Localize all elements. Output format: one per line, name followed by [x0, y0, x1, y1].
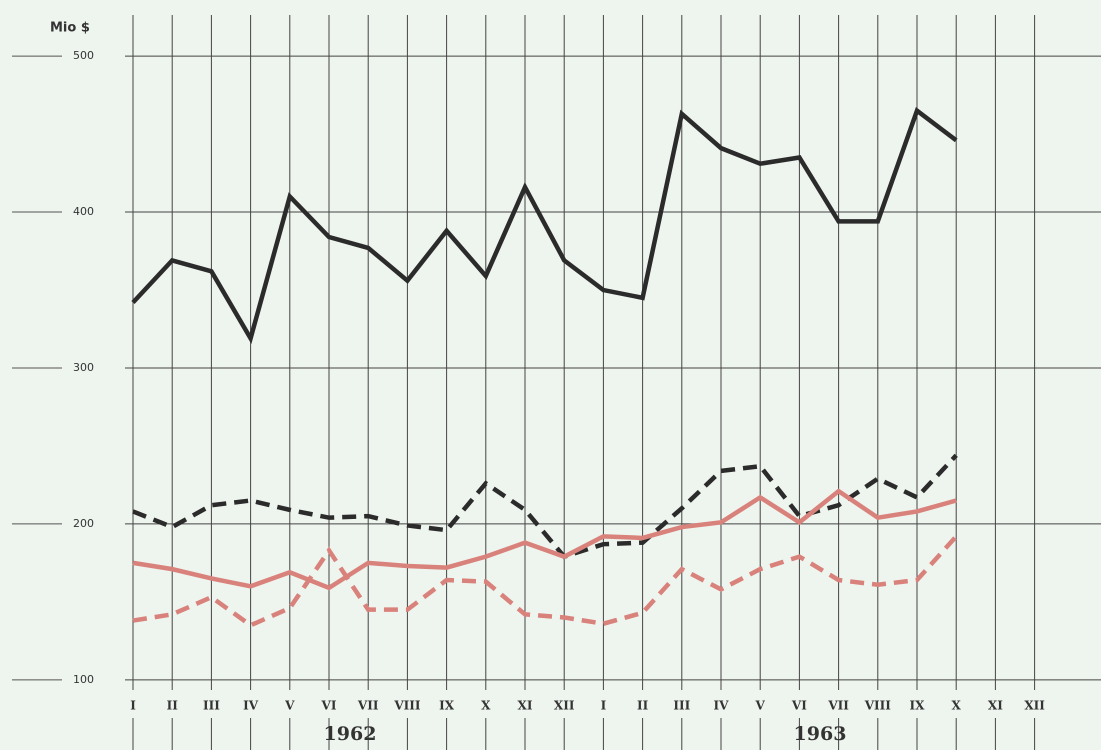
x-tick-label: VII — [357, 699, 379, 713]
y-tick-label: 400 — [73, 205, 94, 218]
series-line — [132, 534, 958, 628]
y-axis-label: Mio $ — [50, 21, 90, 36]
x-tick-label: IV — [714, 699, 730, 713]
x-tick-label: X — [952, 699, 962, 713]
x-tick-label: I — [601, 699, 607, 713]
x-tick-label: XII — [1024, 699, 1045, 713]
x-tick-label: II — [637, 699, 649, 713]
x-tick-label: XI — [518, 699, 533, 713]
x-tick-label: XII — [554, 699, 575, 713]
y-tick-label: 300 — [73, 361, 94, 374]
x-tick-label: VI — [791, 699, 807, 713]
x-tick-label: VII — [827, 699, 849, 713]
x-tick-label: XI — [988, 699, 1003, 713]
x-tick-label: VI — [321, 699, 337, 713]
x-tick-label: VIII — [864, 699, 892, 713]
year-label: 1962 — [324, 723, 377, 745]
year-label: 1963 — [794, 723, 847, 745]
series-line — [132, 453, 958, 560]
x-tick-label: V — [284, 699, 295, 713]
x-tick-label: III — [203, 699, 220, 713]
x-tick-label: VIII — [393, 699, 421, 713]
x-tick-label: X — [481, 699, 491, 713]
y-tick-label: 500 — [73, 49, 94, 62]
series-line — [131, 107, 958, 345]
y-tick-label: 200 — [73, 517, 94, 530]
x-tick-label: IV — [243, 699, 259, 713]
x-tick-label: I — [130, 699, 136, 713]
series-line — [132, 488, 957, 591]
x-tick-label: V — [755, 699, 766, 713]
x-tick-label: IX — [910, 699, 926, 713]
x-tick-label: III — [673, 699, 690, 713]
x-tick-label: IX — [439, 699, 455, 713]
x-tick-label: II — [167, 699, 179, 713]
y-tick-label: 100 — [73, 673, 94, 686]
